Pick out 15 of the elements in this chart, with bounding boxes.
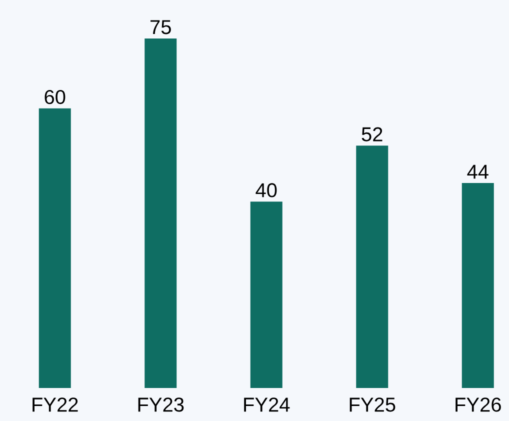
- bar: [250, 202, 282, 388]
- data-label: 60: [44, 90, 66, 104]
- bar: [144, 38, 177, 388]
- bar: [462, 182, 494, 388]
- x-tick-label: FY26: [456, 398, 501, 412]
- x-tick-label: FY24: [244, 398, 290, 412]
- data-label: 44: [467, 164, 488, 179]
- x-tick-label: FY22: [32, 398, 78, 412]
- data-label: 52: [362, 127, 382, 142]
- data-label: 40: [256, 183, 277, 198]
- bar: [38, 108, 71, 388]
- data-label: 75: [150, 20, 171, 34]
- x-tick-label: FY23: [138, 398, 184, 412]
- bar: [356, 146, 388, 388]
- x-tick-label: FY25: [350, 398, 396, 412]
